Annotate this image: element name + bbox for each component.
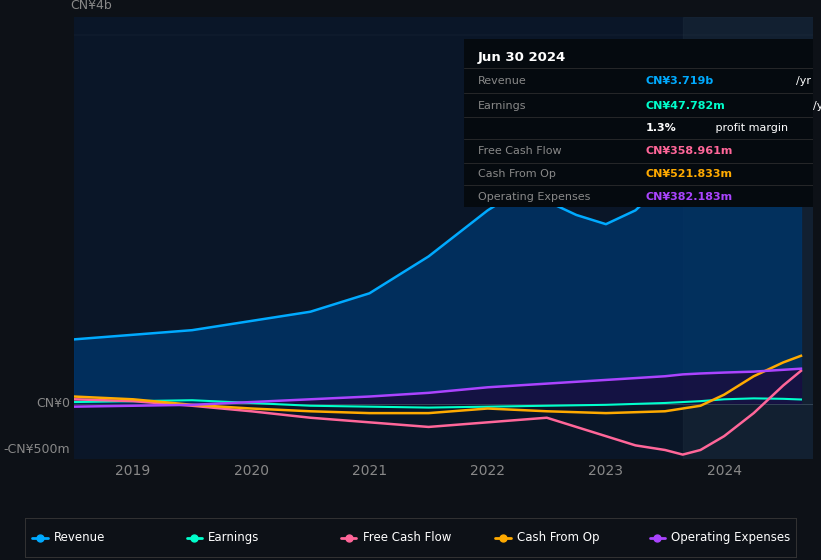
- Text: CN¥4b: CN¥4b: [70, 0, 112, 12]
- Text: Cash From Op: Cash From Op: [478, 170, 556, 179]
- Text: -CN¥500m: -CN¥500m: [3, 444, 70, 456]
- Text: CN¥47.782m: CN¥47.782m: [645, 101, 725, 111]
- Text: Free Cash Flow: Free Cash Flow: [363, 531, 451, 544]
- Text: Revenue: Revenue: [54, 531, 105, 544]
- Text: Jun 30 2024: Jun 30 2024: [478, 51, 566, 64]
- Text: CN¥358.961m: CN¥358.961m: [645, 146, 732, 156]
- Text: 1.3%: 1.3%: [645, 123, 676, 133]
- Text: CN¥3.719b: CN¥3.719b: [645, 76, 713, 86]
- Text: /yr: /yr: [796, 76, 811, 86]
- Text: profit margin: profit margin: [713, 123, 788, 133]
- Text: CN¥521.833m: CN¥521.833m: [645, 170, 732, 179]
- Text: CN¥382.183m: CN¥382.183m: [645, 192, 732, 202]
- Text: Operating Expenses: Operating Expenses: [478, 192, 590, 202]
- Text: Cash From Op: Cash From Op: [517, 531, 599, 544]
- Text: Earnings: Earnings: [209, 531, 259, 544]
- Text: Operating Expenses: Operating Expenses: [672, 531, 791, 544]
- Text: CN¥0: CN¥0: [36, 398, 70, 410]
- Text: /yr: /yr: [813, 101, 821, 111]
- Text: Revenue: Revenue: [478, 76, 526, 86]
- Text: Free Cash Flow: Free Cash Flow: [478, 146, 562, 156]
- Text: Earnings: Earnings: [478, 101, 526, 111]
- Bar: [683, 17, 821, 459]
